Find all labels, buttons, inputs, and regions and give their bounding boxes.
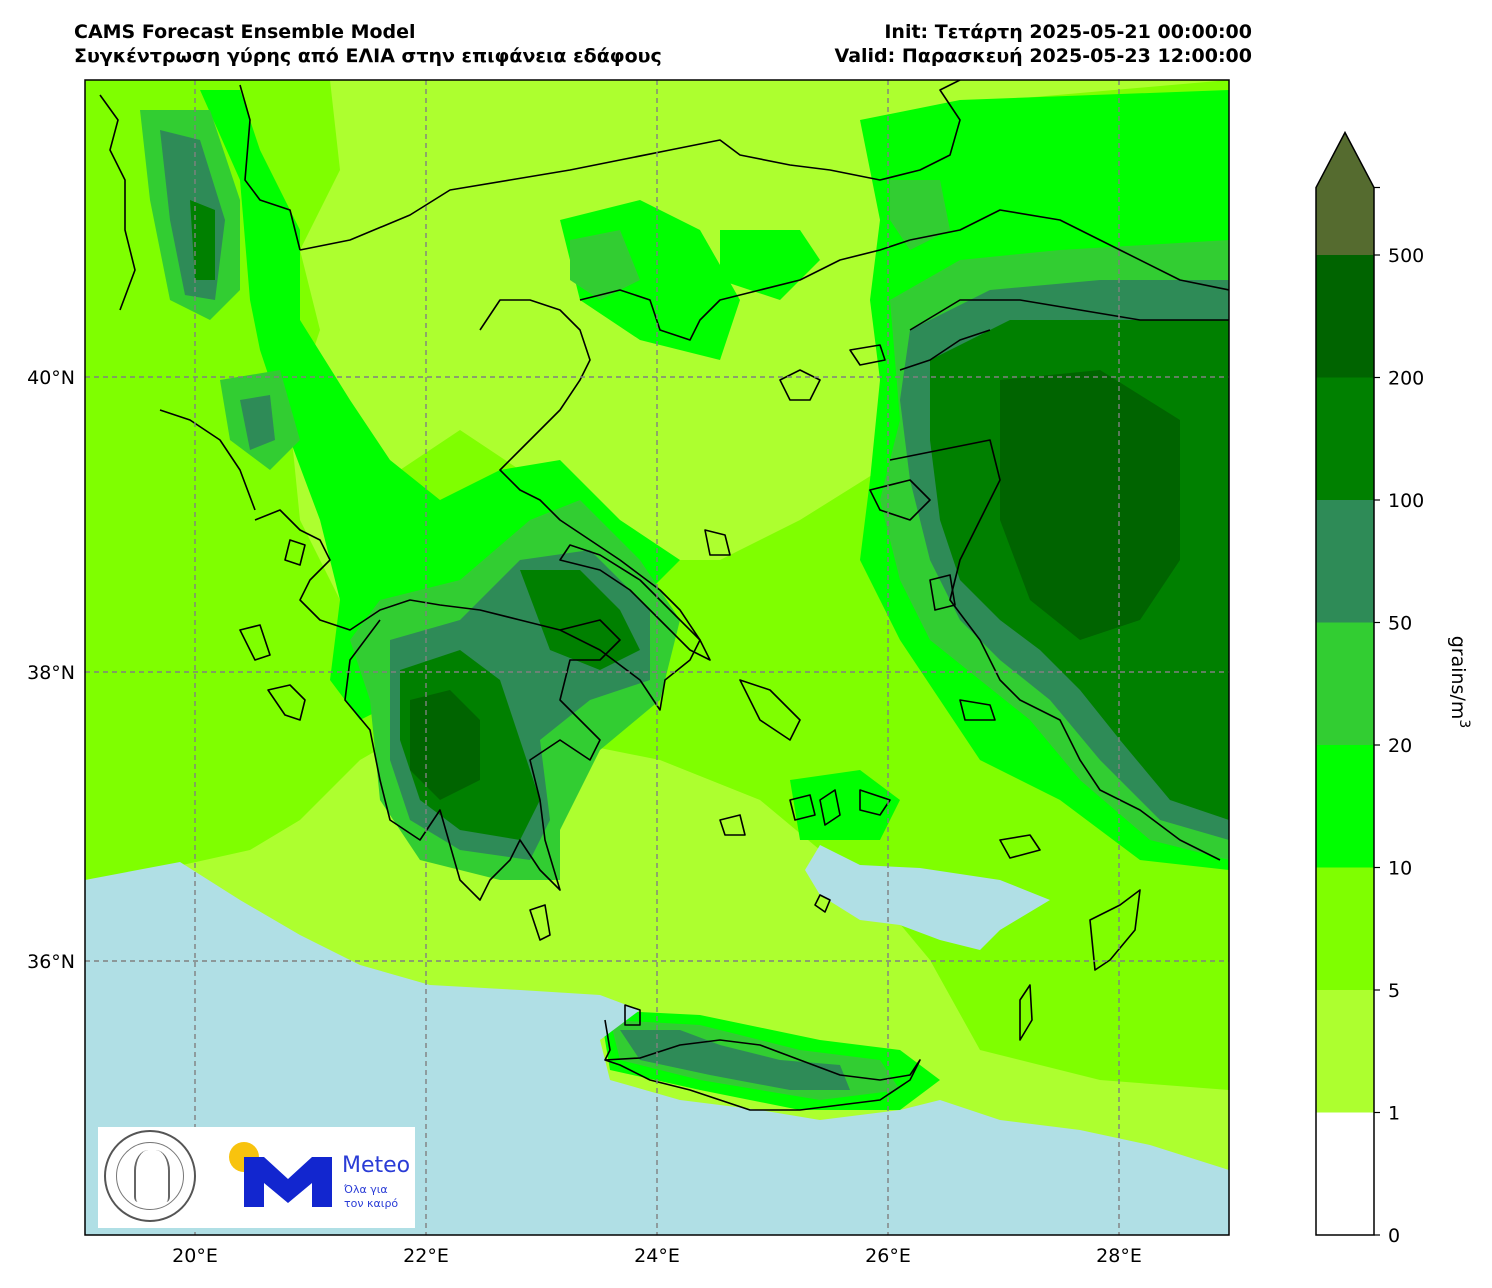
y-tick-labels: 40°N 38°N 36°N: [27, 367, 75, 973]
x-tick-label: 22°E: [403, 1245, 449, 1267]
colorbar-band: [1316, 622, 1374, 745]
dardanelles: [899, 329, 991, 371]
y-tick-label: 38°N: [27, 662, 75, 684]
naxos-island: [819, 789, 841, 826]
logo-panel: Meteo Όλα για τον καιρό: [98, 1127, 415, 1228]
andros-island: [739, 679, 801, 741]
colorbar-tick-label: 500: [1388, 245, 1424, 267]
x-tick-label: 20°E: [172, 1245, 218, 1267]
thasos-island: [779, 369, 821, 401]
x-tick-labels: 20°E 22°E 24°E 26°E 28°E: [172, 1245, 1142, 1267]
northern-border: [299, 80, 961, 251]
init-time: Init: Τετάρτη 2025-05-21 00:00:00: [884, 21, 1252, 43]
epirus-coast: [159, 409, 256, 511]
peloponnese-coast: [344, 619, 621, 901]
meteo-wordmark: Meteo: [342, 1153, 411, 1178]
colorbar-tick-label: 50: [1388, 613, 1412, 635]
ithaca-island: [284, 539, 306, 566]
paros-island: [789, 794, 816, 821]
chart-title-right: Init: Τετάρτη 2025-05-21 00:00:00 Valid:…: [835, 20, 1252, 68]
colorbar-outline: [1315, 130, 1375, 1236]
x-tick-label: 24°E: [634, 1245, 680, 1267]
adriatic-coast: [99, 94, 136, 311]
meteo-tagline-line2: τον καιρό: [344, 1197, 399, 1210]
lesvos-island: [869, 479, 931, 521]
meteo-tagline: Όλα για τον καιρό: [344, 1183, 398, 1211]
santorini-island: [814, 894, 831, 913]
colorbar: 0 1 5 10 20 50 100 200 500 grains/m3: [1315, 130, 1472, 1247]
gramvousa-islet: [624, 1004, 641, 1026]
colorbar-tick-label: 0: [1388, 1225, 1400, 1247]
albania-border: [239, 84, 301, 251]
meteo-tagline-line1: Όλα για: [344, 1183, 388, 1196]
chart-title-left: CAMS Forecast Ensemble Model Συγκέντρωση…: [74, 20, 662, 68]
map-frame: [84, 79, 1230, 1236]
colorbar-label: grains/m3: [1447, 636, 1472, 729]
skyros-island: [704, 529, 731, 556]
colorbar-band: [1316, 377, 1374, 500]
turkey-north-coast: [909, 209, 1229, 291]
colorbar-tick-label: 10: [1388, 858, 1412, 880]
colorbar-bands: [1316, 132, 1374, 1235]
lefkada-island: [239, 624, 271, 661]
colorbar-band: [1316, 990, 1374, 1113]
colorbar-band: [1316, 867, 1374, 990]
colorbar-tick-label: 100: [1388, 490, 1424, 512]
marmara-coast: [909, 299, 1229, 331]
colorbar-tick-label: 1: [1388, 1103, 1400, 1125]
karpathos-island: [1019, 984, 1033, 1041]
colorbar-band: [1316, 1112, 1374, 1235]
aegean-west-coast: [479, 299, 701, 711]
kos-island: [999, 834, 1041, 859]
valid-time: Valid: Παρασκευή 2025-05-23 12:00:00: [834, 45, 1252, 67]
colorbar-band: [1316, 500, 1374, 623]
level-200-500-zones: [410, 370, 1180, 800]
variable-title: Συγκέντρωση γύρης από ΕΛΙΑ στην επιφάνει…: [74, 45, 662, 67]
crete-island: [604, 1019, 921, 1111]
observatory-seal-logo: [104, 1130, 196, 1222]
chios-island: [929, 574, 956, 611]
evia-island: [559, 544, 711, 661]
colorbar-band: [1316, 132, 1374, 255]
kefalonia-island: [267, 684, 306, 721]
serifos-island: [719, 814, 746, 836]
colorbar-band: [1316, 255, 1374, 378]
coastlines: [99, 80, 1229, 1111]
x-tick-label: 26°E: [865, 1245, 911, 1267]
turkey-west-coast: [889, 439, 1221, 861]
kythira-island: [529, 904, 551, 941]
colorbar-tick-label: 5: [1388, 980, 1400, 1002]
seal-ring: [116, 1142, 184, 1210]
samothrace-island: [849, 344, 886, 366]
colorbar-tick-label: 200: [1388, 368, 1424, 390]
y-tick-label: 40°N: [27, 367, 75, 389]
colorbar-tick-label: 20: [1388, 735, 1412, 757]
gridlines: [85, 80, 1229, 1235]
corinthian-gulf: [254, 509, 561, 631]
macedonia-coast: [579, 239, 911, 341]
colorbar-band: [1316, 745, 1374, 868]
model-title: CAMS Forecast Ensemble Model: [74, 21, 416, 43]
samos-island: [959, 699, 996, 721]
colorbar-ticks: 0 1 5 10 20 50 100 200 500: [1374, 186, 1424, 1247]
rhodes-island: [1089, 889, 1141, 971]
seal-figure: [134, 1150, 170, 1202]
x-tick-label: 28°E: [1096, 1245, 1142, 1267]
map-area: [85, 80, 1229, 1235]
amorgos-island: [859, 789, 891, 816]
y-tick-label: 36°N: [27, 951, 75, 973]
meteo-m-logo: [244, 1157, 332, 1207]
